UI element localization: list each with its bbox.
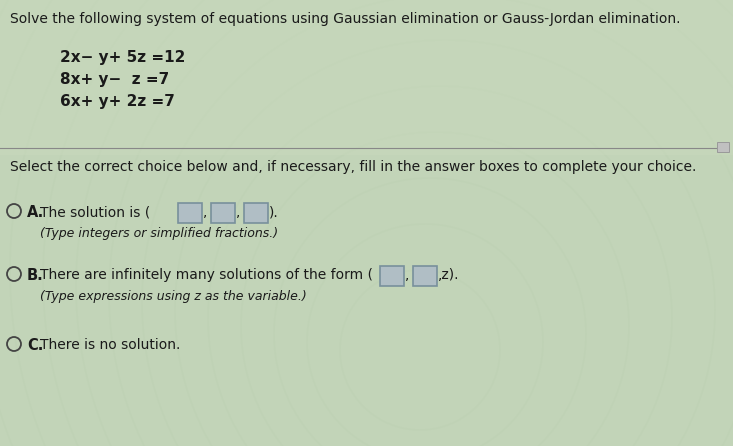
Text: C.: C. [27,338,43,353]
Text: A.: A. [27,205,44,220]
Text: 8x+ y−  z =7: 8x+ y− z =7 [60,72,169,87]
Text: ,: , [405,268,409,282]
FancyBboxPatch shape [178,203,202,223]
FancyBboxPatch shape [0,0,733,155]
Text: ,z).: ,z). [438,268,460,282]
FancyBboxPatch shape [244,203,268,223]
FancyBboxPatch shape [717,142,729,152]
FancyBboxPatch shape [413,266,437,286]
Text: Select the correct choice below and, if necessary, fill in the answer boxes to c: Select the correct choice below and, if … [10,160,696,174]
Text: 2x− y+ 5z =12: 2x− y+ 5z =12 [60,50,185,65]
Text: The solution is (: The solution is ( [40,205,150,219]
Text: There is no solution.: There is no solution. [40,338,180,352]
Text: ).: ). [269,205,279,219]
FancyBboxPatch shape [380,266,404,286]
Text: 6x+ y+ 2z =7: 6x+ y+ 2z =7 [60,94,175,109]
FancyBboxPatch shape [211,203,235,223]
Text: Solve the following system of equations using Gaussian elimination or Gauss-Jord: Solve the following system of equations … [10,12,680,26]
Text: (Type integers or simplified fractions.): (Type integers or simplified fractions.) [40,227,278,240]
Text: (Type expressions using z as the variable.): (Type expressions using z as the variabl… [40,290,306,303]
Text: ,: , [203,205,207,219]
Text: B.: B. [27,268,44,283]
Text: There are infinitely many solutions of the form (: There are infinitely many solutions of t… [40,268,373,282]
Text: ,: , [236,205,240,219]
